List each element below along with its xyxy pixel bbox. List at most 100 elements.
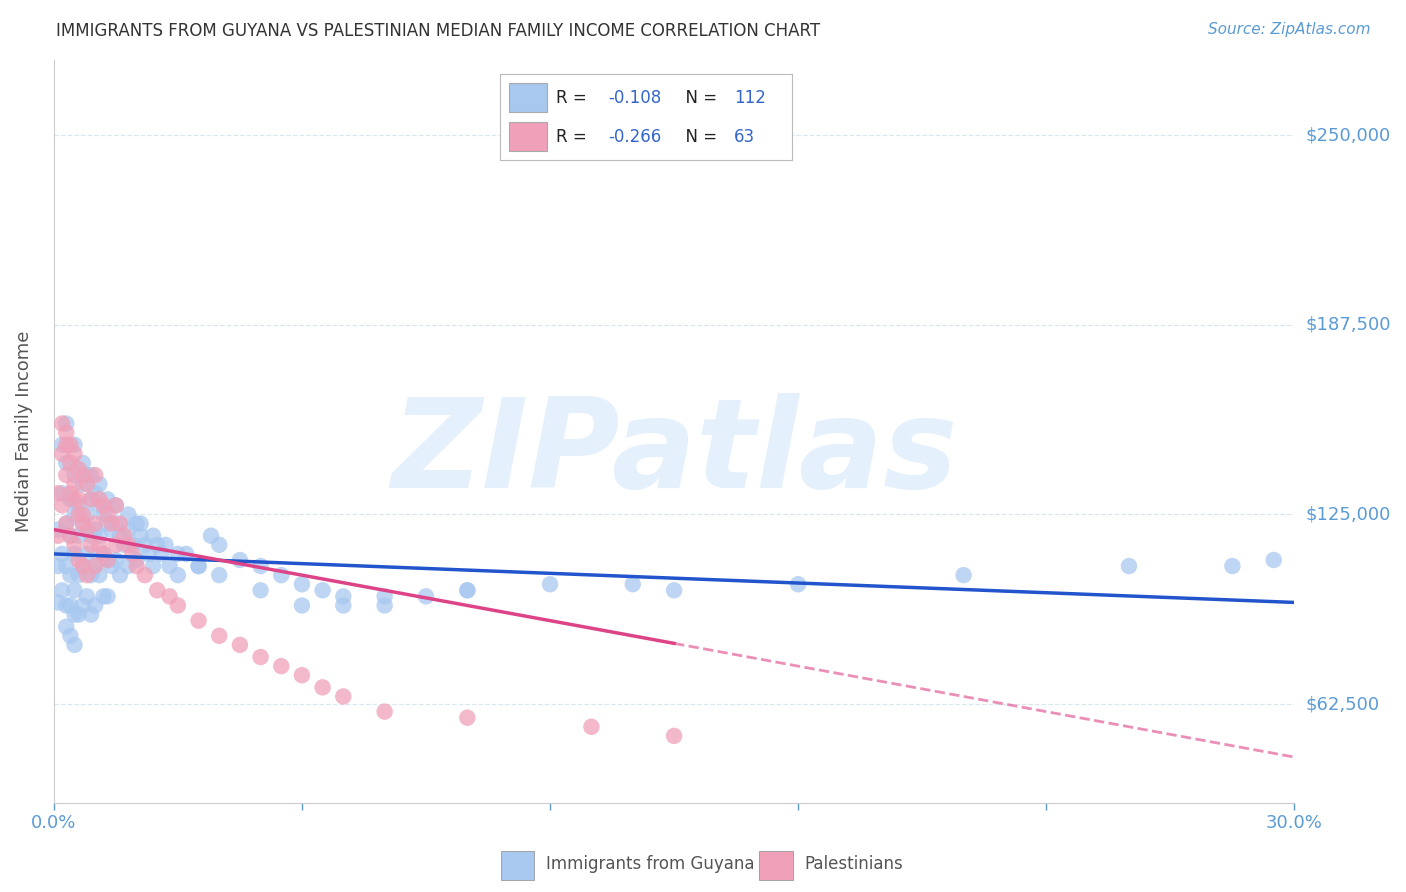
- Point: [112, 538, 135, 552]
- Point: [159, 559, 181, 574]
- Point: [415, 590, 437, 604]
- Point: [72, 559, 94, 574]
- Point: [291, 599, 314, 613]
- Point: [134, 568, 156, 582]
- Point: [97, 553, 120, 567]
- Point: [93, 590, 115, 604]
- Point: [125, 553, 148, 567]
- Point: [72, 516, 94, 531]
- Point: [208, 538, 231, 552]
- Point: [142, 559, 165, 574]
- Point: [89, 492, 111, 507]
- Point: [456, 711, 478, 725]
- Point: [104, 516, 127, 531]
- Point: [63, 447, 86, 461]
- Point: [129, 529, 152, 543]
- Point: [787, 577, 810, 591]
- Point: [46, 559, 69, 574]
- Point: [662, 583, 685, 598]
- Point: [80, 538, 103, 552]
- Point: [97, 492, 120, 507]
- Point: [84, 559, 107, 574]
- Point: [121, 538, 143, 552]
- Point: [63, 583, 86, 598]
- Point: [84, 468, 107, 483]
- Text: IMMIGRANTS FROM GUYANA VS PALESTINIAN MEDIAN FAMILY INCOME CORRELATION CHART: IMMIGRANTS FROM GUYANA VS PALESTINIAN ME…: [56, 22, 820, 40]
- Point: [117, 523, 139, 537]
- Point: [167, 547, 190, 561]
- Point: [55, 599, 77, 613]
- Point: [80, 607, 103, 622]
- Point: [146, 583, 169, 598]
- Bar: [759, 851, 793, 880]
- Point: [1263, 553, 1285, 567]
- Point: [93, 508, 115, 522]
- Point: [63, 538, 86, 552]
- Point: [291, 668, 314, 682]
- Point: [332, 690, 354, 704]
- Point: [72, 508, 94, 522]
- Point: [249, 650, 271, 665]
- Point: [108, 516, 131, 531]
- Point: [76, 568, 98, 582]
- Point: [108, 529, 131, 543]
- Bar: [501, 851, 534, 880]
- Point: [63, 492, 86, 507]
- Point: [63, 638, 86, 652]
- Point: [1222, 559, 1244, 574]
- Point: [51, 499, 73, 513]
- Point: [63, 508, 86, 522]
- Point: [104, 553, 127, 567]
- Point: [51, 547, 73, 561]
- Point: [67, 553, 90, 567]
- Point: [104, 499, 127, 513]
- Point: [952, 568, 974, 582]
- Point: [67, 607, 90, 622]
- Point: [1118, 559, 1140, 574]
- Point: [51, 438, 73, 452]
- Point: [89, 529, 111, 543]
- Point: [67, 529, 90, 543]
- Point: [374, 705, 396, 719]
- Point: [80, 468, 103, 483]
- Point: [229, 553, 252, 567]
- Point: [59, 599, 82, 613]
- Point: [332, 599, 354, 613]
- Point: [187, 559, 209, 574]
- Point: [59, 438, 82, 452]
- Point: [104, 499, 127, 513]
- Point: [76, 547, 98, 561]
- Point: [80, 568, 103, 582]
- Point: [146, 538, 169, 552]
- Point: [76, 508, 98, 522]
- Point: [67, 568, 90, 582]
- Point: [374, 599, 396, 613]
- Point: [63, 477, 86, 491]
- Point: [174, 547, 197, 561]
- Point: [311, 583, 333, 598]
- Point: [117, 559, 139, 574]
- Point: [51, 447, 73, 461]
- Point: [59, 568, 82, 582]
- Point: [159, 590, 181, 604]
- Point: [51, 583, 73, 598]
- Point: [63, 438, 86, 452]
- Point: [89, 477, 111, 491]
- Point: [59, 629, 82, 643]
- Point: [117, 508, 139, 522]
- Point: [104, 538, 127, 552]
- Point: [51, 417, 73, 431]
- Point: [51, 486, 73, 500]
- Point: [67, 462, 90, 476]
- Point: [208, 629, 231, 643]
- Point: [63, 607, 86, 622]
- Point: [72, 456, 94, 470]
- Point: [84, 599, 107, 613]
- Point: [249, 583, 271, 598]
- Point: [67, 492, 90, 507]
- Point: [100, 559, 122, 574]
- Point: [55, 456, 77, 470]
- Point: [125, 559, 148, 574]
- Point: [155, 538, 177, 552]
- Text: $125,000: $125,000: [1306, 506, 1391, 524]
